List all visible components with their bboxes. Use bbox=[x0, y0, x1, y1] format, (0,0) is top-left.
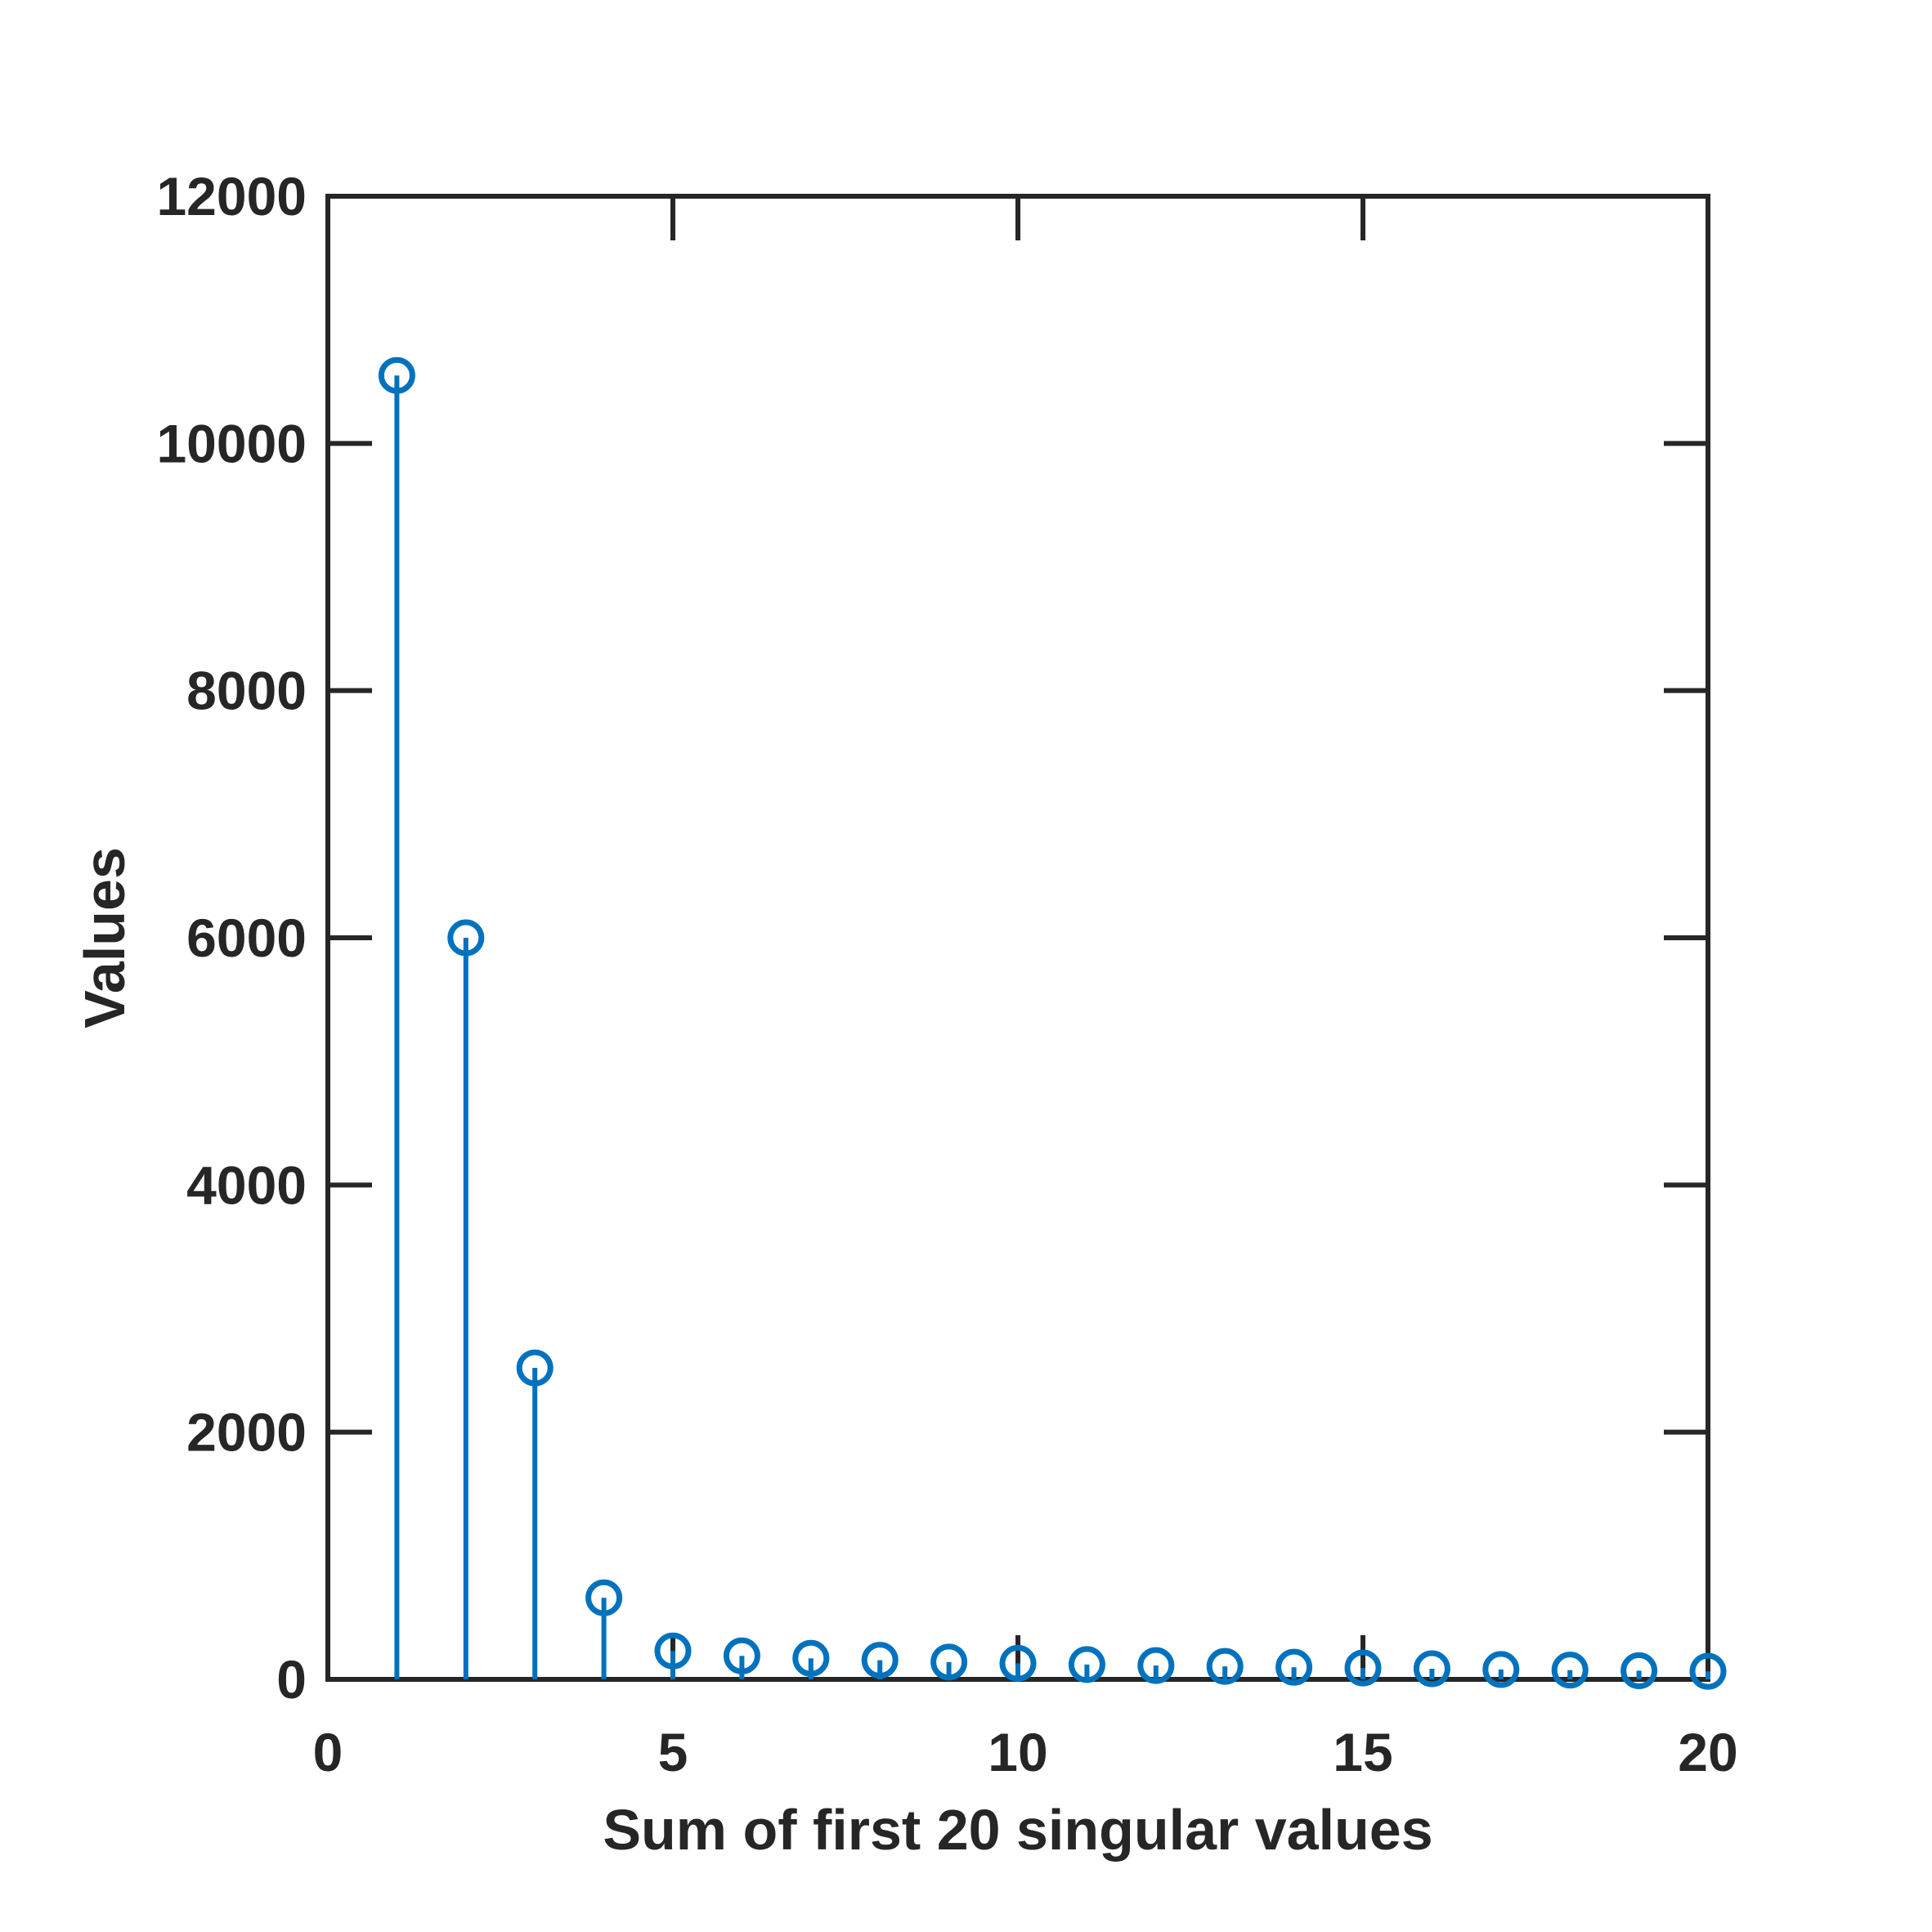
stem-marker bbox=[1137, 1647, 1175, 1684]
stem-marker bbox=[585, 1579, 623, 1616]
stem-marker bbox=[1344, 1649, 1382, 1687]
x-tick-label: 15 bbox=[1333, 1722, 1392, 1782]
stem-marker bbox=[447, 919, 485, 957]
x-tick-label: 5 bbox=[658, 1722, 688, 1782]
x-tick-label: 0 bbox=[313, 1722, 343, 1782]
stem-marker bbox=[654, 1632, 692, 1670]
y-tick-label: 4000 bbox=[186, 1154, 307, 1215]
axis-ticks bbox=[325, 194, 1710, 1682]
stem-marker bbox=[1068, 1646, 1105, 1683]
stem-marker bbox=[723, 1637, 760, 1674]
stem-marker bbox=[930, 1643, 968, 1681]
stem-marker bbox=[1551, 1652, 1589, 1689]
data-series bbox=[378, 356, 1727, 1690]
y-tick-label: 0 bbox=[276, 1649, 307, 1710]
stem-marker bbox=[861, 1642, 899, 1679]
stem-marker bbox=[516, 1349, 554, 1387]
x-axis-label: Sum of first 20 singular values bbox=[603, 1798, 1432, 1862]
stem-marker bbox=[1206, 1647, 1244, 1685]
y-tick-label: 6000 bbox=[186, 908, 307, 968]
y-tick-label: 2000 bbox=[186, 1402, 307, 1463]
stem-marker bbox=[1413, 1650, 1450, 1688]
stem-marker bbox=[792, 1639, 830, 1677]
stem-marker bbox=[999, 1644, 1037, 1682]
stem-marker bbox=[1482, 1651, 1520, 1688]
y-axis-label: Values bbox=[73, 847, 137, 1029]
stem-marker bbox=[378, 356, 415, 394]
y-tick-label: 10000 bbox=[156, 413, 307, 473]
y-tick-label: 12000 bbox=[156, 166, 307, 226]
stem-marker bbox=[1275, 1648, 1313, 1686]
stem-marker bbox=[1689, 1652, 1727, 1690]
y-tick-label: 8000 bbox=[186, 661, 307, 721]
x-tick-label: 10 bbox=[988, 1722, 1047, 1782]
x-tick-label: 20 bbox=[1678, 1722, 1737, 1782]
stem-marker bbox=[1620, 1652, 1658, 1689]
tick-labels: 0 5 10 15 20 0 2000 4000 6000 8000 10000 12000 bbox=[156, 166, 1737, 1782]
